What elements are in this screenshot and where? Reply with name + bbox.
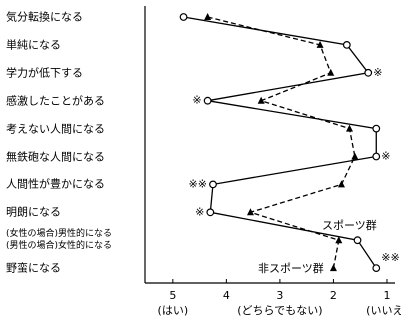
x-tick-label: 2: [330, 289, 337, 302]
annotation: ※※: [189, 177, 207, 190]
point: [364, 68, 373, 77]
point: [342, 41, 351, 49]
series-line: [207, 16, 356, 269]
point: [203, 96, 212, 105]
category-label: 単純になる: [6, 38, 61, 52]
category-label: 明朗になる: [6, 205, 61, 219]
x-anchor-label: (いいえ): [366, 304, 401, 316]
point: [372, 152, 381, 161]
category-label: 学力が低下する: [6, 66, 83, 80]
category-label: 人間性が豊かになる: [6, 177, 105, 191]
point: [335, 236, 343, 244]
legend-label: 非スポーツ群: [258, 261, 324, 275]
point: [345, 124, 353, 132]
category-label: 気分転換になる: [6, 10, 83, 24]
annotation: ※: [373, 66, 382, 79]
point: [372, 264, 381, 273]
point: [206, 208, 215, 217]
point: [246, 208, 254, 216]
point: [179, 13, 188, 21]
category-label: 野蛮になる: [6, 261, 61, 275]
x-anchor-label: (どちらでもない): [237, 304, 322, 316]
category-label: 無鉄砲な人間になる: [6, 150, 105, 163]
point: [257, 96, 265, 104]
point: [351, 152, 359, 160]
category-label: 考えない人間になる: [6, 122, 105, 136]
point: [204, 13, 212, 20]
annotation: ※: [192, 94, 201, 107]
point: [209, 180, 217, 189]
point: [329, 264, 337, 272]
series-line: [183, 16, 377, 269]
point: [316, 40, 324, 48]
x-tick-label: 1: [383, 289, 390, 302]
point: [372, 124, 381, 133]
category-label: (女性の場合)男性的になる (男性の場合)女性的になる: [6, 229, 113, 252]
point: [337, 180, 345, 188]
x-tick-label: 4: [223, 289, 230, 302]
annotation: ※: [195, 205, 204, 218]
x-tick-label: 5: [169, 289, 176, 302]
annotation: ※: [381, 150, 390, 163]
x-tick-label: 3: [276, 289, 283, 302]
x-anchor-label: (はい): [158, 304, 189, 316]
point: [353, 236, 362, 245]
point: [327, 68, 335, 76]
annotation: ※※: [381, 251, 399, 264]
category-label: 感激したことがある: [6, 94, 105, 108]
legend-label: スポーツ群: [322, 218, 377, 232]
